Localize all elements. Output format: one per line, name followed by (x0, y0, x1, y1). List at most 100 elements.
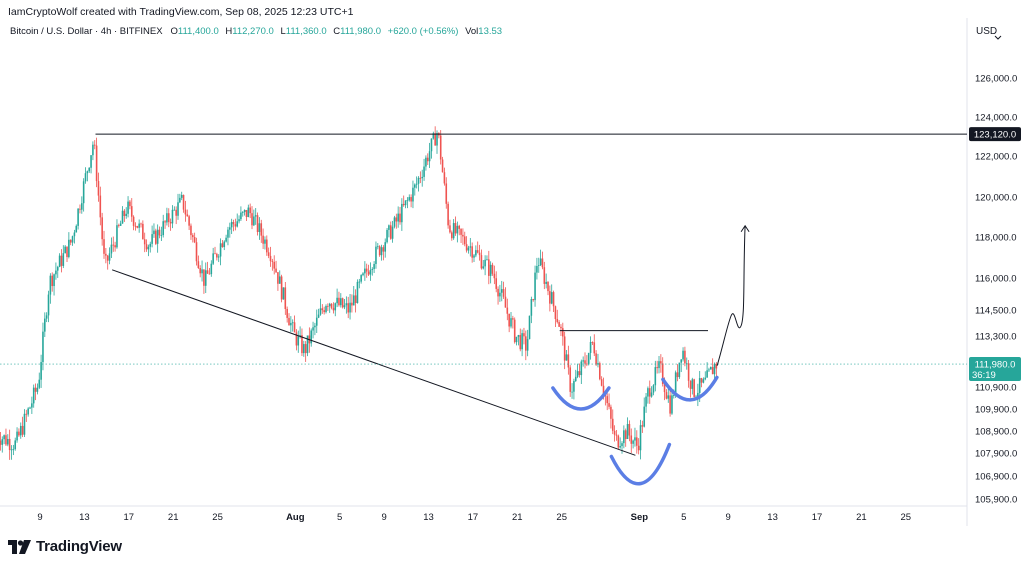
candle-body (44, 319, 46, 332)
candle-body (220, 243, 222, 256)
candle-body (590, 342, 592, 353)
candle-body (185, 210, 187, 215)
candle-body (601, 379, 603, 386)
candle-body (146, 244, 148, 249)
candle-body (349, 303, 351, 313)
candle-body (599, 363, 601, 379)
candle-body (277, 272, 279, 284)
candle-body (259, 223, 261, 232)
candle-body (236, 221, 238, 226)
candle-body (186, 214, 188, 216)
candle-body (364, 269, 366, 274)
candle-body (127, 202, 129, 214)
candle-body (207, 270, 209, 273)
candle-body (203, 269, 205, 285)
candle-body (666, 392, 668, 399)
candle-body (242, 212, 244, 213)
candle-body (479, 253, 481, 255)
candle-body (279, 276, 281, 283)
candle-body (211, 264, 213, 274)
brand-name: TradingView (36, 538, 122, 555)
candle-body (588, 353, 590, 364)
candle-body (288, 318, 290, 325)
candle-body (606, 396, 608, 403)
candle-body (645, 397, 647, 407)
candle-body (303, 344, 305, 353)
candle-body (312, 327, 314, 330)
candle-body (42, 332, 44, 362)
candle-body (129, 202, 131, 207)
candle-body (231, 222, 233, 227)
candle-body (305, 344, 307, 353)
candle-body (157, 230, 159, 244)
price-tick-label: 107,900.0 (975, 449, 1017, 460)
candle-body (484, 260, 486, 267)
candle-body (408, 197, 410, 200)
candle-body (270, 256, 272, 261)
time-tick-label: 9 (37, 512, 42, 523)
candle-body (544, 267, 546, 284)
candle-body (174, 210, 176, 211)
candle-body (540, 259, 542, 266)
candle-body (149, 244, 151, 247)
candle-body (375, 247, 377, 264)
candle-body (40, 362, 42, 380)
candle-body (680, 359, 682, 362)
candle-body (238, 219, 240, 221)
candle-body (619, 446, 621, 447)
candle-body (608, 403, 610, 407)
candle-body (632, 441, 634, 444)
candle-body (214, 253, 216, 254)
candle-body (501, 289, 503, 293)
candle-body (362, 273, 364, 275)
candle-body (51, 276, 53, 286)
candlestick-series (0, 126, 717, 460)
candle-body (133, 217, 135, 226)
candle-body (486, 259, 488, 260)
candle-body (684, 351, 686, 364)
candle-body (532, 299, 534, 300)
price-tick-label: 114,500.0 (975, 306, 1017, 317)
time-tick-label: Aug (286, 512, 305, 523)
candle-body (403, 204, 405, 205)
price-tick-label: 106,900.0 (975, 472, 1017, 483)
candle-body (225, 238, 227, 242)
candle-body (144, 239, 146, 244)
candle-body (355, 295, 357, 303)
candle-body (96, 146, 98, 181)
candle-body (222, 243, 224, 247)
time-tick-label: 17 (812, 512, 823, 523)
price-tick-label: 118,000.0 (975, 233, 1017, 244)
candle-body (22, 426, 24, 435)
candle-body (521, 333, 523, 349)
candle-body (3, 435, 5, 439)
candle-body (471, 246, 473, 257)
candle-body (38, 380, 40, 388)
candle-body (366, 269, 368, 272)
candle-body (235, 224, 237, 226)
candle-body (512, 318, 514, 319)
candle-body (307, 335, 309, 353)
time-tick-label: 17 (124, 512, 135, 523)
candle-body (458, 226, 460, 229)
candle-body (331, 304, 333, 308)
candle-body (294, 322, 296, 332)
candle-body (68, 240, 70, 257)
candle-body (212, 253, 214, 263)
candle-body (1, 439, 3, 445)
candle-body (253, 216, 255, 225)
candle-body (373, 264, 375, 269)
candle-body (50, 276, 52, 295)
price-chart[interactable]: 126,000.0124,000.0122,000.0120,000.0118,… (0, 0, 1032, 530)
candle-body (98, 181, 100, 196)
candle-body (170, 222, 172, 223)
candle-body (283, 287, 285, 299)
candle-body (125, 214, 127, 216)
candle-body (183, 195, 185, 210)
candle-body (383, 247, 385, 251)
time-tick-label: 13 (767, 512, 778, 523)
candle-body (447, 204, 449, 226)
price-tags: 123,120.0111,980.036:19 (969, 127, 1021, 381)
candle-body (196, 242, 198, 261)
candle-body (636, 437, 638, 445)
